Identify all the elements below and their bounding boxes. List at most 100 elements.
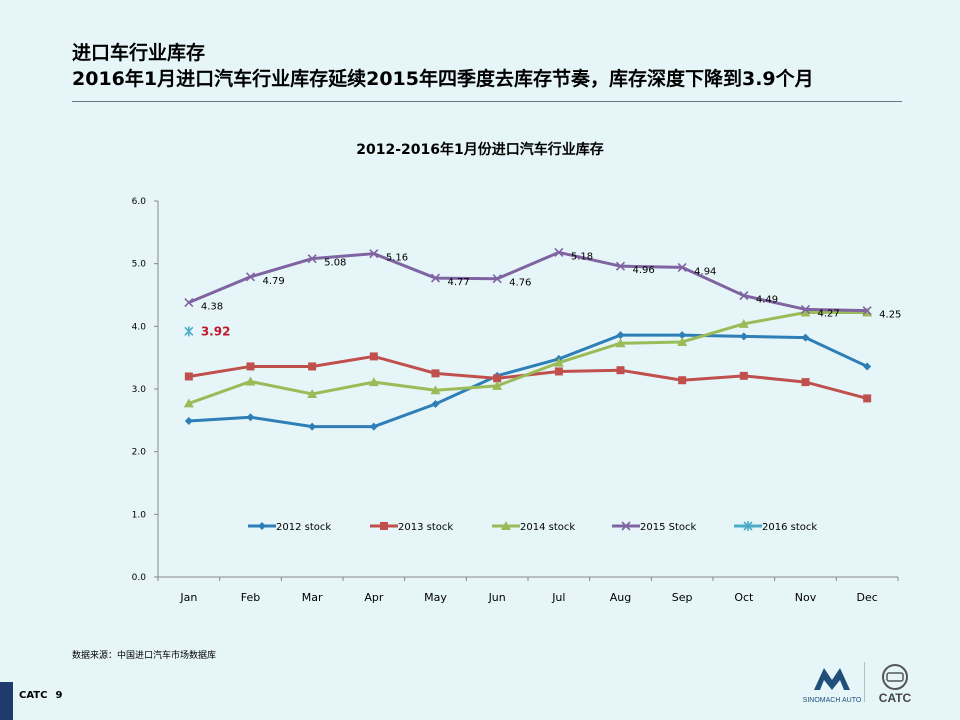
series-2014-stock-point [307,389,318,399]
y-tick-label: 4.0 [132,322,147,332]
y-tick-label: 2.0 [132,448,147,458]
data-source-note: 数据来源：中国进口汽车市场数据库 [72,651,217,661]
series-2012-stock-point [308,422,317,431]
series-2012-stock-point [431,400,440,409]
legend-2016-stock-label: 2016 stock [762,522,817,533]
series-2015-stock-point [800,304,811,314]
legend-2016-stock-marker [743,521,753,531]
series-2013-stock-point [246,362,255,371]
series-2015-stock-data-label: 4.94 [694,266,716,277]
series-2012-stock-line [188,333,868,429]
series-2013-stock-point [678,376,687,385]
series-2015-stock-data-label: 4.38 [201,302,223,313]
series-2013-stock-point [431,369,440,378]
legend-2013-stock-marker [380,522,388,530]
series-2014-stock-point [245,376,256,386]
footer-org: CATC [19,690,48,701]
x-tick-label: Oct [734,591,754,604]
series-2013-stock-point [184,372,193,381]
series-2013-stock-point [493,374,502,383]
series-2013-stock-point [739,371,748,380]
series-2015-stock-data-label: 4.76 [509,278,531,289]
series-2012-stock-point [801,333,810,342]
x-tick-label: Aug [610,591,631,604]
series-2015-stock-point [492,274,502,284]
series-2013-stock-point [863,394,872,403]
legend-2014-stock-marker [501,521,511,530]
series-2014-stock-point [430,385,441,395]
series-2013-stock-point [616,366,625,375]
x-tick-label: Nov [795,591,817,604]
series-2014-stock-point [800,307,811,317]
series-2013-stock-point [308,362,317,371]
series-2015-stock-data-label: 4.96 [633,265,655,276]
series-2015-stock-point [184,297,194,308]
sinomach-auto-logo: SINOMACH AUTO [803,668,862,704]
y-tick-label: 5.0 [132,260,147,270]
x-tick-label: Feb [241,591,260,604]
series-2014-stock-line [188,311,868,405]
series-2014-stock-point [677,337,688,346]
series-2015-stock-data-label: 4.77 [448,277,470,288]
x-tick-label: Apr [364,591,384,604]
catc-logo: CATC [879,664,912,705]
series-2012-stock-point [863,362,872,371]
logo-divider [864,662,865,702]
series-2015-stock-data-label: 4.25 [879,310,901,321]
series-2015-stock-point [245,272,256,282]
chart-title: 2012-2016年1月份进口汽车行业库存 [356,141,603,158]
legend-2014-stock-label: 2014 stock [520,522,575,533]
series-2015-stock-data-label: 5.16 [386,253,408,264]
legend-2013-stock-label: 2013 stock [398,522,453,533]
series-2013-stock-line [188,354,868,400]
series-2015-stock-point [430,273,441,283]
legend-2012-stock-marker [258,522,266,530]
series-2015-stock-point [307,254,317,264]
footer-label: CATC 9 [19,690,70,701]
x-tick-label: Jan [179,591,197,604]
footer-accent-bar [0,682,13,720]
series-2013-stock-point [554,367,563,376]
y-tick-label: 1.0 [132,510,147,520]
legend-2015-stock-label: 2015 Stock [640,522,697,533]
series-2014-stock-point [368,377,379,387]
series-2012-stock-point [369,422,378,431]
series-2014-stock-point [615,338,626,348]
series-2013-stock-point [801,378,810,387]
y-tick-label: 0.0 [132,573,147,583]
series-2015-stock-line [188,250,868,313]
series-2015-stock-point [677,262,687,272]
title-divider [72,101,902,102]
series-2014-stock-point [492,380,503,390]
x-tick-label: May [424,591,447,604]
series-2015-stock-data-label: 4.49 [756,295,778,306]
footer-page-number: 9 [55,690,63,701]
series-2012-stock-point [678,331,687,340]
series-2015-stock-data-label: 5.08 [324,258,346,269]
y-tick-label: 3.0 [132,385,147,395]
series-2014-stock-point [183,398,194,408]
x-tick-label: Dec [857,591,878,604]
x-tick-label: Mar [302,591,323,604]
x-tick-label: Sep [672,591,693,604]
sinomach-auto-text: SINOMACH AUTO [803,697,862,704]
legend-2012-stock-label: 2012 stock [276,522,331,533]
series-2014-stock-point [738,318,749,328]
x-tick-label: Jul [551,591,565,604]
page-subtitle: 2016年1月进口汽车行业库存延续2015年四季度去库存节奏，库存深度下降到3.… [72,68,814,90]
series-2016-stock-point [184,326,194,337]
series-2012-stock-point [184,416,193,425]
series-2015-stock-data-label: 4.79 [263,276,285,287]
series-2016-stock-data-label: 3.92 [201,324,231,338]
series-2015-stock-data-label: 5.18 [571,251,593,262]
series-2015-stock-data-label: 4.27 [818,308,840,319]
legend-2015-stock-marker [621,521,631,531]
series-2015-stock-point [554,247,564,257]
series-2015-stock-point [615,261,626,271]
series-2015-stock-point [862,306,872,316]
series-2013-stock-point [369,352,378,361]
series-2012-stock-point [616,331,625,340]
series-2015-stock-point [739,291,749,301]
catc-logo-text: CATC [879,691,912,705]
